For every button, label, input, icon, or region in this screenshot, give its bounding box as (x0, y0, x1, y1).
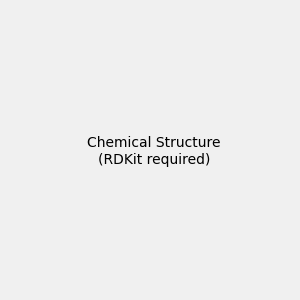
Text: Chemical Structure
(RDKit required): Chemical Structure (RDKit required) (87, 136, 220, 166)
